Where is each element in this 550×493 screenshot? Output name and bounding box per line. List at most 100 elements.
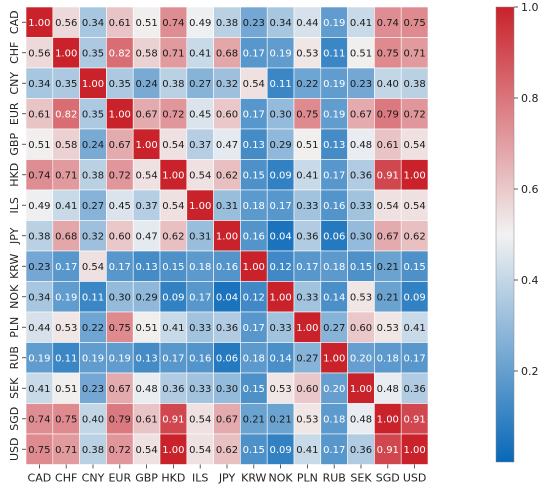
heatmap-cell-USD-CHF [52, 433, 80, 465]
x-tick-label-KRW: KRW [241, 472, 266, 485]
heatmap-cell-CNY-CAD [25, 67, 54, 99]
x-tick-label-SGD: SGD [376, 472, 400, 485]
heatmap-cell-SGD-USD [400, 403, 429, 435]
heatmap-cell-CHF-USD [400, 37, 429, 69]
heatmap-cell-label-CAD-USD: 0.75 [403, 18, 425, 29]
heatmap-cell-CAD-CNY [79, 6, 107, 38]
heatmap-cell-label-SGD-CHF: 0.75 [55, 414, 77, 425]
heatmap-cell-GBP-HKD [159, 128, 188, 160]
heatmap-cell-label-SGD-JPY: 0.67 [216, 414, 238, 425]
heatmap-cell-KRW-RUB [320, 250, 348, 282]
heatmap-cell-label-CHF-GBP: 0.58 [135, 48, 157, 59]
heatmap-cell-SEK-KRW [240, 372, 268, 404]
heatmap-cell-label-HKD-CHF: 0.71 [55, 170, 77, 181]
heatmap-cell-USD-JPY [213, 433, 241, 465]
heatmap-cell-label-KRW-CAD: 0.23 [28, 262, 50, 273]
heatmap-cell-label-ILS-CNY: 0.27 [82, 201, 104, 212]
y-tick-label-CAD: CAD [8, 10, 21, 34]
heatmap-cell-label-USD-GBP: 0.54 [135, 445, 157, 456]
heatmap-cell-EUR-NOK [266, 98, 295, 130]
heatmap-cell-EUR-JPY [213, 98, 241, 130]
heatmap-cell-label-HKD-CAD: 0.74 [28, 170, 50, 181]
heatmap-cell-label-JPY-GBP: 0.47 [135, 231, 157, 242]
heatmap-cell-label-EUR-PLN: 0.75 [296, 109, 318, 120]
heatmap-cell-CAD-CAD [25, 6, 54, 38]
heatmap-cell-label-CHF-KRW: 0.17 [243, 48, 265, 59]
heatmap-cell-label-GBP-ILS: 0.37 [189, 140, 211, 151]
heatmap-cell-label-HKD-NOK: 0.09 [269, 170, 291, 181]
heatmap-cell-KRW-CHF [52, 250, 80, 282]
heatmap-cell-label-JPY-SGD: 0.67 [377, 231, 399, 242]
heatmap-cell-label-GBP-HKD: 0.54 [162, 140, 184, 151]
heatmap-cell-label-CHF-EUR: 0.82 [109, 48, 131, 59]
heatmap-cell-EUR-PLN [293, 98, 322, 130]
heatmap-cell-label-CNY-CAD: 0.34 [28, 79, 50, 90]
heatmap-cell-JPY-SEK [347, 220, 375, 252]
heatmap-cell-label-EUR-SEK: 0.67 [350, 109, 372, 120]
heatmap-cell-label-USD-EUR: 0.72 [109, 445, 131, 456]
heatmap-cell-CHF-JPY [213, 37, 241, 69]
heatmap-cell-CHF-GBP [132, 37, 161, 69]
heatmap-cell-KRW-JPY [213, 250, 241, 282]
heatmap-cell-HKD-ILS [186, 159, 214, 191]
heatmap-cell-label-SGD-ILS: 0.54 [189, 414, 211, 425]
heatmap-cell-label-USD-USD: 1.00 [403, 445, 425, 456]
heatmap-cell-label-CNY-PLN: 0.22 [296, 79, 318, 90]
y-tick-label-PLN: PLN [8, 317, 21, 338]
heatmap-cell-label-NOK-RUB: 0.14 [323, 292, 345, 303]
heatmap-cell-label-SEK-CAD: 0.41 [28, 384, 50, 395]
heatmap-cell-label-USD-CHF: 0.71 [55, 445, 77, 456]
heatmap-cell-ILS-NOK [266, 189, 295, 221]
heatmap-cell-JPY-CNY [79, 220, 107, 252]
heatmap-cell-label-RUB-PLN: 0.27 [296, 353, 318, 364]
heatmap-cell-label-SEK-ILS: 0.33 [189, 384, 211, 395]
heatmap-cell-ILS-USD [400, 189, 429, 221]
heatmap-cell-EUR-SGD [374, 98, 402, 130]
heatmap-cell-label-ILS-RUB: 0.16 [323, 201, 345, 212]
heatmap-cell-label-RUB-GBP: 0.13 [135, 353, 157, 364]
heatmap-cell-label-CNY-CHF: 0.35 [55, 79, 77, 90]
heatmap-cell-HKD-HKD [159, 159, 188, 191]
x-tick-label-USD: USD [403, 472, 427, 485]
heatmap-cell-label-JPY-RUB: 0.06 [323, 231, 345, 242]
heatmap-cell-label-HKD-HKD: 1.00 [162, 170, 184, 181]
heatmap-cell-label-RUB-JPY: 0.06 [216, 353, 238, 364]
heatmap-cell-label-CHF-ILS: 0.41 [189, 48, 211, 59]
heatmap-cell-label-PLN-ILS: 0.33 [189, 323, 211, 334]
heatmap-cell-label-EUR-GBP: 0.67 [135, 109, 157, 120]
heatmap-cell-CHF-RUB [320, 37, 348, 69]
heatmap-cell-label-ILS-HKD: 0.54 [162, 201, 184, 212]
heatmap-cell-label-GBP-SGD: 0.61 [377, 140, 399, 151]
heatmap-cell-GBP-SGD [374, 128, 402, 160]
y-tick-label-SEK: SEK [8, 377, 21, 399]
y-tick-label-GBP: GBP [8, 133, 21, 156]
heatmap-cell-label-CNY-EUR: 0.35 [109, 79, 131, 90]
heatmap-cell-label-JPY-CNY: 0.32 [82, 231, 104, 242]
heatmap-cell-label-GBP-CAD: 0.51 [28, 140, 50, 151]
heatmap-cell-label-HKD-SGD: 0.91 [377, 170, 399, 181]
heatmap-cell-label-CNY-GBP: 0.24 [135, 79, 157, 90]
heatmap-cell-PLN-PLN [293, 311, 322, 343]
heatmap-cell-CHF-HKD [159, 37, 188, 69]
x-tick-label-CAD: CAD [28, 472, 52, 485]
heatmap-cell-label-RUB-SGD: 0.18 [377, 353, 399, 364]
heatmap-cell-label-KRW-NOK: 0.12 [269, 262, 291, 273]
heatmap-cell-label-EUR-CHF: 0.82 [55, 109, 77, 120]
heatmap-cell-label-ILS-GBP: 0.37 [135, 201, 157, 212]
heatmap-cell-label-CAD-JPY: 0.38 [216, 18, 238, 29]
heatmap-cell-label-ILS-CAD: 0.49 [28, 201, 50, 212]
heatmap-cell-SEK-CHF [52, 372, 80, 404]
heatmap-cell-label-CAD-SGD: 0.74 [377, 18, 399, 29]
heatmap-cell-PLN-CAD [25, 311, 54, 343]
heatmap-cell-label-CNY-HKD: 0.38 [162, 79, 184, 90]
heatmap-cell-label-USD-KRW: 0.15 [243, 445, 265, 456]
heatmap-cell-HKD-CHF [52, 159, 80, 191]
heatmap-cell-EUR-CAD [25, 98, 54, 130]
heatmap-cell-label-SGD-SGD: 1.00 [377, 414, 399, 425]
heatmap-cell-label-CAD-NOK: 0.34 [269, 18, 291, 29]
heatmap-cell-label-SEK-SGD: 0.48 [377, 384, 399, 395]
heatmap-cell-label-CNY-JPY: 0.32 [216, 79, 238, 90]
heatmap-cell-label-PLN-CHF: 0.53 [55, 323, 77, 334]
heatmap-cell-RUB-SGD [374, 342, 402, 374]
heatmap-cell-label-CAD-PLN: 0.44 [296, 18, 318, 29]
